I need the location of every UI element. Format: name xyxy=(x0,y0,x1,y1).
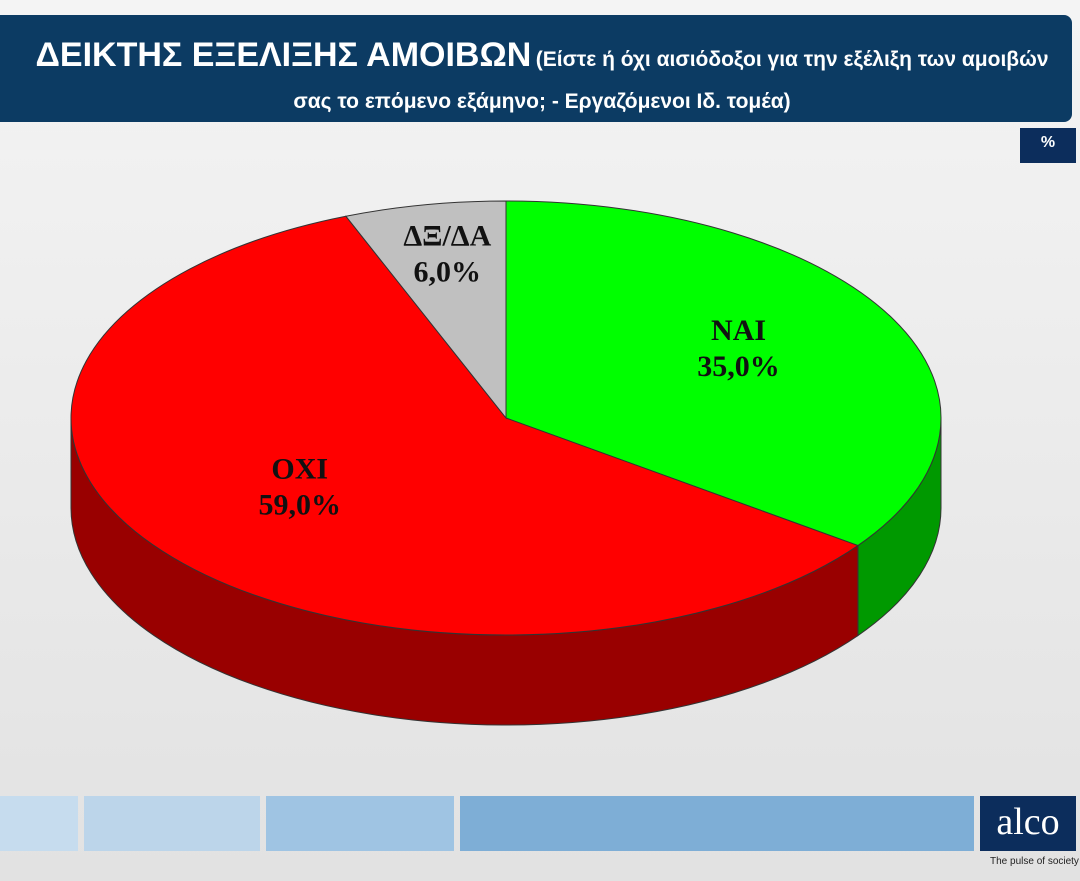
pie-slice xyxy=(505,200,942,547)
footer-bar xyxy=(84,796,260,851)
tagline: The pulse of society xyxy=(990,856,1079,867)
footer-bar xyxy=(266,796,454,851)
slice-label: ΔΞ/ΔΑ xyxy=(403,219,491,252)
footer-bar xyxy=(0,796,78,851)
logo: alco xyxy=(980,796,1076,851)
value-label: 35,0% xyxy=(697,350,780,383)
unit-badge: % xyxy=(1020,128,1076,163)
pie-slice xyxy=(70,215,860,636)
slice-label: ΟΧΙ xyxy=(271,453,328,486)
value-label: 6,0% xyxy=(414,255,482,288)
value-label: 59,0% xyxy=(259,489,342,522)
chart-title: ΔΕΙΚΤΗΣ ΕΞΕΛΙΞΗΣ ΑΜΟΙΒΩΝ xyxy=(35,36,532,74)
pie-slice xyxy=(344,200,507,420)
header: ΔΕΙΚΤΗΣ ΕΞΕΛΙΞΗΣ ΑΜΟΙΒΩΝ (Είστε ή όχι αι… xyxy=(0,15,1072,122)
slice-label: ΝΑΙ xyxy=(711,314,766,347)
chart-subtitle: (Είστε ή όχι αισιόδοξοι για την εξέλιξη … xyxy=(293,48,1049,113)
footer-bar xyxy=(460,796,974,851)
